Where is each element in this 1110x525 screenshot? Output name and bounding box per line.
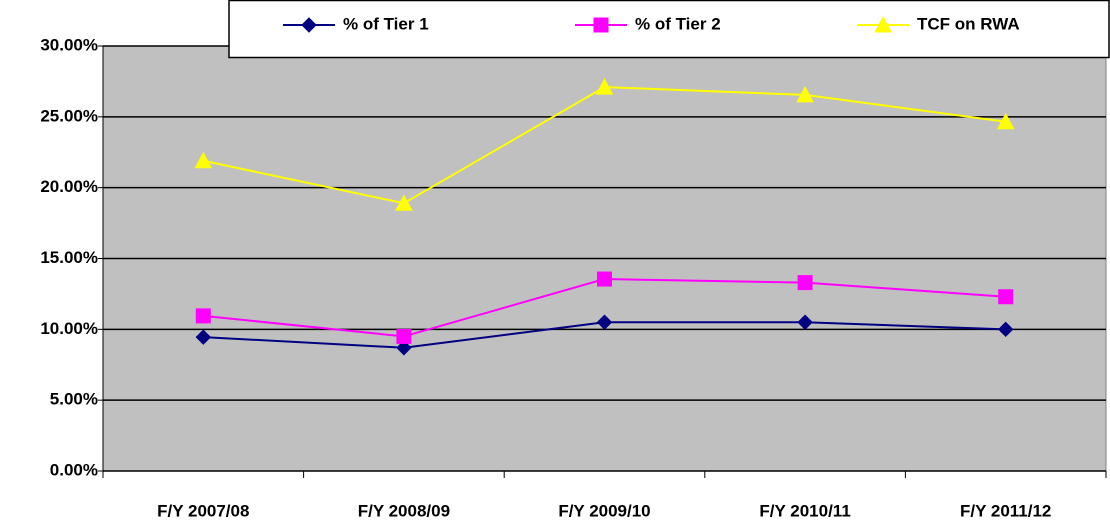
legend-label: % of Tier 2 [635, 14, 721, 33]
legend-box [228, 0, 1110, 59]
x-tick-label: F/Y 2011/12 [960, 501, 1051, 520]
y-tick-label: 30.00% [40, 35, 98, 54]
marker [796, 85, 814, 103]
y-tick-label: 5.00% [50, 390, 98, 409]
marker [194, 151, 213, 169]
marker [797, 314, 813, 330]
y-tick-label: 10.00% [40, 319, 98, 338]
marker [596, 314, 613, 330]
legend-marker [874, 15, 892, 33]
x-tick-label: F/Y 2009/10 [558, 501, 650, 520]
marker [797, 275, 813, 291]
marker [998, 289, 1014, 305]
marker [997, 321, 1014, 338]
marker [395, 194, 413, 211]
y-tick-label: 0.00% [50, 460, 98, 479]
legend-marker [301, 17, 317, 33]
y-tick-label: 20.00% [40, 177, 98, 196]
legend-marker [593, 17, 609, 33]
marker [195, 308, 211, 324]
legend-label: TCF on RWA [917, 14, 1020, 33]
marker [396, 340, 412, 356]
legend-label: % of Tier 1 [343, 14, 429, 33]
x-tick-label: F/Y 2008/09 [358, 501, 450, 520]
marker [996, 112, 1015, 130]
y-tick-label: 25.00% [40, 106, 98, 125]
marker [195, 329, 212, 345]
marker [595, 78, 614, 95]
marker [597, 271, 612, 287]
x-tick-label: F/Y 2010/11 [759, 501, 850, 520]
y-tick-label: 15.00% [40, 248, 98, 267]
x-tick-label: F/Y 2007/08 [157, 501, 249, 520]
marker [396, 328, 412, 344]
